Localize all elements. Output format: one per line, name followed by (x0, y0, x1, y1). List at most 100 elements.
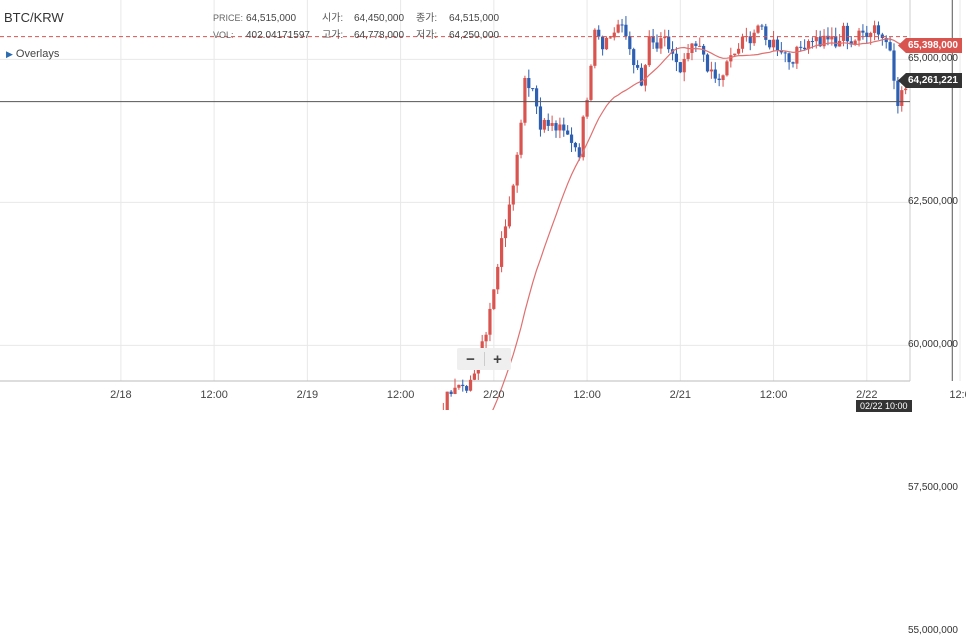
candle-body (698, 45, 702, 47)
candles-layer (442, 16, 908, 410)
candle-body (511, 185, 515, 205)
candle-body (705, 54, 710, 72)
candle-body (635, 65, 640, 68)
candle-body (787, 53, 791, 63)
candle-body (612, 32, 616, 38)
x-tick-label: 12:00 (200, 389, 228, 401)
candle-body (620, 24, 624, 26)
candle-body (632, 49, 636, 66)
candle-body (523, 77, 527, 123)
ohlc-values-col3: 64,515,000 64,250,000 (449, 10, 499, 44)
zoom-in-button[interactable]: + (493, 350, 502, 368)
high-value: 64,778,000 (354, 30, 405, 41)
high-label: 고가: (322, 30, 344, 41)
candlestick-chart[interactable] (0, 0, 966, 410)
price-value: 64,515,000 (246, 13, 297, 24)
ohlc-labels-col3: 종가: 저가: (416, 10, 437, 44)
candle-body (593, 29, 597, 66)
x-tick-label: 12:00 (386, 389, 415, 401)
x-tick-label: 12:00 (573, 389, 601, 401)
candle-body (639, 67, 644, 86)
candle-body (888, 42, 892, 51)
candle-body (717, 78, 721, 81)
candle-body (709, 69, 713, 72)
close-label: 종가: (416, 13, 438, 24)
candle-body (507, 204, 511, 227)
candle-body (488, 308, 492, 335)
ma-line (492, 38, 906, 410)
candle-body (818, 37, 822, 47)
candle-body (861, 30, 865, 33)
x-tick-label: 2/21 (669, 389, 692, 401)
candle-body (884, 37, 888, 43)
candle-body (573, 142, 578, 148)
close-value: 64,515,000 (449, 13, 500, 24)
candle-body (503, 226, 508, 239)
candle-body (659, 38, 663, 49)
candle-body (857, 30, 861, 41)
candle-body (795, 46, 799, 64)
candle-body (841, 25, 846, 41)
candle-body (597, 29, 601, 37)
candle-body (496, 266, 500, 290)
candle-body (869, 32, 873, 37)
y-tick-label: 60,000,000 (907, 339, 958, 351)
x-tick-label: 2/18 (110, 389, 132, 401)
candle-body (713, 69, 717, 79)
candle-body (569, 134, 574, 143)
current-price-badge: 65,398,000 (897, 38, 962, 53)
candle-body (667, 36, 671, 50)
candle-body (519, 122, 523, 155)
zoom-separator (483, 352, 485, 366)
candle-body (484, 334, 488, 342)
ohlc-labels-col1: PRICE: VOL: (213, 10, 243, 44)
candle-body (500, 238, 504, 267)
y-tick-label: 55,000,000 (907, 625, 958, 636)
candle-body (803, 47, 807, 50)
candle-body (534, 88, 539, 107)
candle-body (562, 124, 566, 131)
candle-body (674, 53, 679, 63)
candle-body (826, 35, 830, 40)
zoom-controls: − + (457, 348, 511, 370)
plot-area (0, 0, 910, 381)
candle-body (601, 36, 605, 50)
candle-body (756, 25, 760, 33)
price-label: PRICE: (213, 13, 244, 23)
candle-body (748, 36, 752, 44)
candle-body (845, 25, 849, 42)
low-value: 64,250,000 (449, 30, 500, 41)
candle-body (896, 80, 900, 106)
candle-body (643, 65, 647, 86)
candle-body (779, 50, 783, 53)
overlays-toggle[interactable]: ▶ Overlays (6, 48, 59, 60)
vol-label: VOL: (213, 30, 234, 40)
x-tick-label: 2/20 (483, 389, 505, 401)
ohlc-values-col1: 64,515,000 402.04171597 (246, 10, 310, 44)
candle-body (527, 77, 531, 89)
y-tick-label: 62,500,000 (907, 196, 958, 208)
candle-body (531, 88, 535, 90)
candle-body (729, 55, 733, 62)
candle-body (651, 36, 655, 43)
candle-body (608, 37, 612, 39)
candle-body (872, 25, 877, 33)
candle-body (775, 39, 780, 51)
candle-body (647, 36, 651, 66)
candle-body (546, 119, 550, 126)
candle-body (457, 384, 461, 388)
candle-body (624, 24, 628, 37)
candle-body (799, 46, 803, 48)
candle-body (834, 36, 838, 47)
candle-body (733, 53, 737, 56)
candle-body (744, 36, 748, 38)
candle-body (468, 379, 473, 391)
y-tick-label: 57,500,000 (907, 482, 958, 494)
candle-body (655, 42, 659, 49)
candle-body (904, 88, 908, 91)
zoom-out-button[interactable]: − (466, 350, 475, 368)
candle-body (736, 48, 741, 54)
crosshair-price-badge: 64,261,221 (897, 73, 962, 88)
candle-body (445, 391, 449, 410)
candle-body (542, 119, 546, 130)
